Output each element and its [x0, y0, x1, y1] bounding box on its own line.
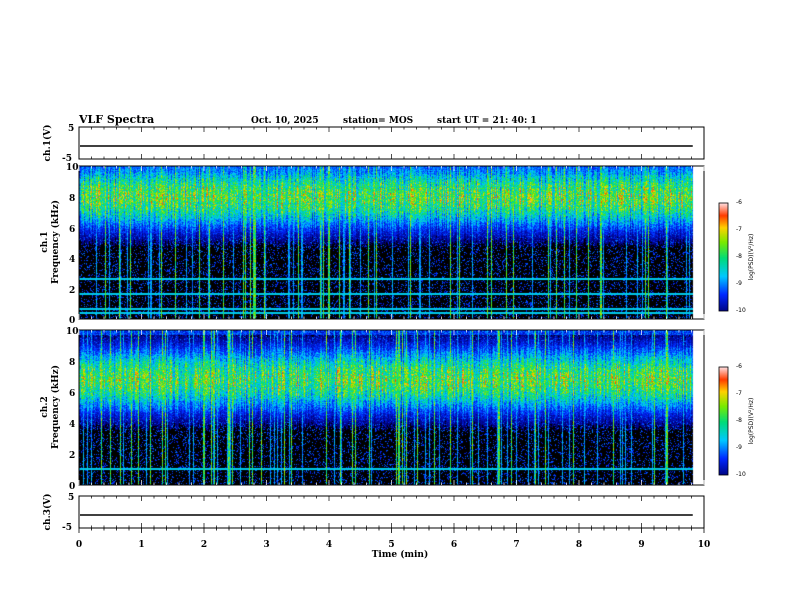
x-tick-label: 7 [513, 540, 519, 550]
ch1-colorbar-canvas-holder [719, 203, 728, 311]
ch2-colorbar-canvas-holder [719, 367, 728, 475]
ch1-spec-ytick-0: 0 [69, 316, 75, 326]
ch1-spec-ytick-4: 4 [69, 255, 75, 265]
ch2-colorbar-frame [718, 366, 729, 476]
ch1-spec-ytick-8: 8 [69, 194, 75, 204]
x-tick-label: 8 [576, 540, 582, 550]
ch2-spec-ytick-4: 4 [69, 420, 75, 430]
ch1-cb-tick-m7: -7 [736, 226, 742, 233]
x-axis-label: Time (min) [372, 549, 429, 560]
x-tick-label: 0 [76, 540, 82, 550]
ch2-spec-ylabel-frequency: Frequency (kHz) [50, 365, 61, 449]
ch1-cb-tick-m9: -9 [736, 280, 742, 287]
x-tick-labels: 0 1 2 3 4 5 6 7 8 9 10 [76, 540, 710, 550]
ch1-colorbar-label: log(PSD)(V²/Hz) [748, 234, 755, 281]
ch2-spec-ytick-10: 10 [66, 327, 79, 337]
ch2-spec-ytick-0: 0 [69, 482, 75, 492]
ch1-spec-ylabel-frequency: Frequency (kHz) [50, 200, 61, 284]
ch2-cb-tick-m9: -9 [736, 444, 742, 451]
ch1-ytick-top: 5 [68, 124, 74, 134]
ch1-colorbar: -6 -7 -8 -9 -10 log(PSD)(V²/Hz) [718, 199, 755, 314]
date-label: Oct. 10, 2025 [251, 116, 319, 126]
ch1-cb-tick-m6: -6 [736, 199, 742, 206]
ch2-cb-tick-m7: -7 [736, 390, 742, 397]
ch2-colorbar-label: log(PSD)(V²/Hz) [748, 398, 755, 445]
ch1-colorbar-frame [718, 202, 729, 312]
x-tick-label: 10 [698, 540, 711, 550]
start-time-label: start UT = 21: 40: 1 [437, 116, 537, 126]
ch2-spec-ylabel-channel: ch.2 [40, 396, 50, 417]
figure-title: VLF Spectra [78, 113, 154, 126]
ch3-ytick-bottom: -5 [62, 523, 72, 533]
ch1-cb-tick-m8: -8 [736, 253, 742, 260]
ch1-spec-ytick-2: 2 [69, 286, 75, 296]
x-tick-label: 4 [326, 540, 332, 550]
ch1-cb-tick-m10: -10 [736, 307, 746, 314]
x-tick-label: 3 [263, 540, 269, 550]
ch3-voltage-ylabel: ch.3(V) [42, 494, 53, 531]
ch1-spec-ytick-6: 6 [69, 225, 75, 235]
ch2-spec-ytick-8: 8 [69, 358, 75, 368]
ch2-colorbar: -6 -7 -8 -9 -10 log(PSD)(V²/Hz) [718, 363, 755, 478]
ch2-cb-tick-m6: -6 [736, 363, 742, 370]
ch3-ytick-top: 5 [68, 493, 74, 503]
ch2-spectrogram-canvas-holder [79, 330, 704, 485]
ch2-cb-tick-m10: -10 [736, 471, 746, 478]
ch1-ytick-bottom: -5 [62, 154, 72, 164]
ch1-spectrogram-canvas-holder [79, 166, 704, 319]
ch2-spectrogram-image [79, 330, 704, 485]
x-tick-label: 2 [201, 540, 207, 550]
ch1-spec-ytick-10: 10 [66, 163, 79, 173]
axis-ticks [78, 127, 705, 533]
ch1-voltage-panel: 5 -5 ch.1(V) [42, 124, 705, 164]
ch3-voltage-panel: 5 -5 ch.3(V) [42, 493, 705, 533]
x-tick-label: 6 [451, 540, 457, 550]
ch3-voltage-frame [78, 495, 705, 529]
ch2-spectrogram-panel: 10 8 6 4 2 0 ch.2 Frequency (kHz) [40, 327, 705, 492]
x-tick-label: 1 [138, 540, 144, 550]
ch1-spectrogram-panel: 10 8 6 4 2 0 ch.1 Frequency (kHz) [40, 163, 705, 326]
ch1-spec-ylabel-channel: ch.1 [40, 231, 50, 252]
station-label: station= MOS [343, 116, 413, 126]
x-tick-label: 9 [638, 540, 644, 550]
ch1-colorbar-image [719, 203, 728, 311]
ch2-colorbar-image [719, 367, 728, 475]
ch1-voltage-ylabel: ch.1(V) [42, 125, 53, 162]
ch2-cb-tick-m8: -8 [736, 417, 742, 424]
ch2-spec-ytick-2: 2 [69, 451, 75, 461]
ch1-spectrogram-image [79, 166, 704, 319]
x-tick-label: 5 [388, 540, 394, 550]
ch2-spec-ytick-6: 6 [69, 389, 75, 399]
ch1-voltage-frame [78, 126, 705, 160]
